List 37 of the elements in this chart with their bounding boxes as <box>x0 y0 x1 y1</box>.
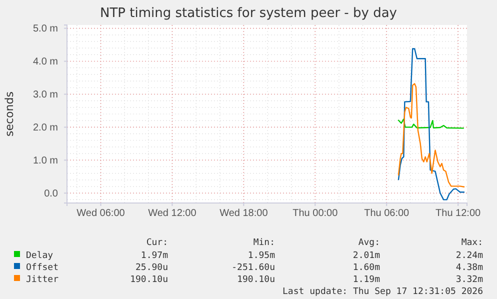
text: 4.38m <box>456 263 483 273</box>
text: 3.32m <box>456 275 483 285</box>
text: Min: <box>253 238 275 248</box>
legend-label: Jitter <box>26 275 60 285</box>
text: Last update: Thu Sep 17 12:31:05 2026 <box>282 287 483 297</box>
legend-label: Delay <box>26 251 54 261</box>
x-tick-label: Thu 00:00 <box>292 208 338 220</box>
text: 190.10u <box>237 275 275 285</box>
y-axis-title: seconds <box>3 91 16 136</box>
text: -251.60u <box>232 263 275 273</box>
x-tick-label: Thu 12:00 <box>436 208 482 220</box>
y-tick-label: 3.0 m <box>32 89 58 100</box>
x-tick-label: Thu 06:00 <box>364 208 410 220</box>
x-tick-label: Wed 12:00 <box>148 208 197 220</box>
y-tick-label: 2.0 m <box>32 122 58 134</box>
text: Max: <box>461 238 483 248</box>
y-tick-label: 5.0 m <box>32 23 58 34</box>
text: 2.24m <box>456 251 483 261</box>
y-tick-label: 1.0 m <box>32 155 58 166</box>
text: Cur: <box>146 238 168 248</box>
text: Avg: <box>358 238 380 248</box>
y-tick-label: 4.0 m <box>32 56 58 68</box>
x-tick-label: Wed 06:00 <box>76 208 126 220</box>
text: 1.95m <box>248 251 275 261</box>
line-series <box>398 83 465 188</box>
y-tick-label: 0.0 <box>44 188 58 200</box>
line-series <box>398 48 465 200</box>
text: 2.01m <box>352 251 380 261</box>
x-tick-label: Wed 18:00 <box>220 208 268 220</box>
line-series <box>398 118 464 129</box>
text: 1.19m <box>352 275 380 285</box>
text: 25.90u <box>135 263 168 273</box>
legend-label: Offset <box>26 263 59 273</box>
text: 1.97m <box>140 251 168 261</box>
text: 190.10u <box>130 275 168 285</box>
chart-title: NTP timing statistics for system peer - by day <box>100 6 398 21</box>
text: 1.60m <box>352 263 380 273</box>
